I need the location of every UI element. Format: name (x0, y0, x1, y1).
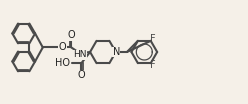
Text: O: O (78, 70, 85, 80)
Text: O: O (59, 42, 66, 52)
Text: O: O (67, 30, 75, 40)
Text: F: F (150, 60, 155, 70)
Text: N: N (113, 47, 120, 57)
Text: HN: HN (73, 50, 87, 59)
Text: HO: HO (55, 58, 70, 68)
Text: F: F (150, 34, 155, 44)
